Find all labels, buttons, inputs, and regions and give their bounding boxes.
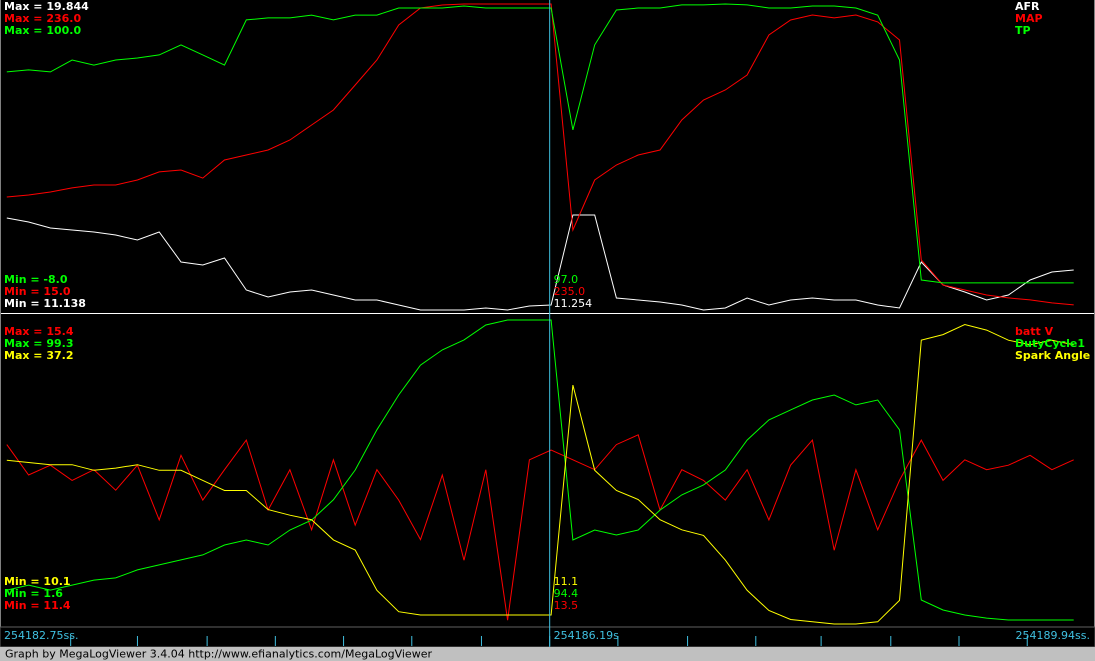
cursor-value: 235.0 (554, 285, 586, 298)
cursor-value: 13.5 (554, 599, 579, 612)
legend-entry: Spark Angle (1015, 349, 1090, 362)
min-label: Min = 1.6 (4, 587, 63, 600)
time-label-cursor: 254186.19s (554, 629, 619, 642)
legend-entry: AFR (1015, 0, 1040, 13)
cursor-value: 11.1 (554, 575, 579, 588)
max-label: Max = 236.0 (4, 12, 81, 25)
min-label: Min = 10.1 (4, 575, 71, 588)
time-label-end: 254189.94ss. (1016, 629, 1090, 642)
min-label: Min = -8.0 (4, 273, 68, 286)
legend-entry: batt V (1015, 325, 1054, 338)
panel-traces (6, 319, 1074, 625)
cursor-value: 11.254 (554, 297, 593, 310)
trace (6, 434, 1074, 621)
cursor-value: 94.4 (554, 587, 579, 600)
trace (6, 214, 1074, 311)
footer-bar (0, 647, 1095, 661)
panel-traces (6, 3, 1074, 311)
min-label: Min = 11.4 (4, 599, 71, 612)
trace (6, 3, 1074, 306)
trace (6, 3, 1074, 284)
max-label: Max = 19.844 (4, 0, 89, 13)
legend-entry: DutyCycle1 (1015, 337, 1085, 350)
max-label: Max = 15.4 (4, 325, 74, 338)
trace (6, 323, 1074, 625)
legend-entry: MAP (1015, 12, 1043, 25)
legend-entry: TP (1015, 24, 1031, 37)
min-label: Min = 15.0 (4, 285, 71, 298)
time-bar (0, 626, 1095, 648)
min-label: Min = 11.138 (4, 297, 86, 310)
cursor-value: 97.0 (554, 273, 579, 286)
max-label: Max = 100.0 (4, 24, 81, 37)
trace (6, 319, 1074, 621)
max-label: Max = 99.3 (4, 337, 73, 350)
time-label-start: 254182.75ss. (4, 629, 78, 642)
max-label: Max = 37.2 (4, 349, 73, 362)
footer-text: Graph by MegaLogViewer 3.4.04 http://www… (5, 648, 432, 661)
